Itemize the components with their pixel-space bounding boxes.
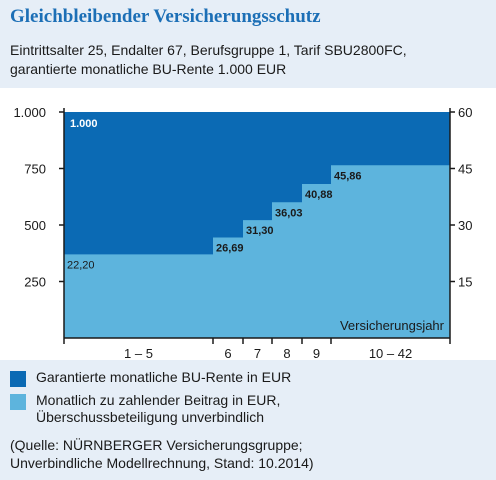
source-note-line-1: (Quelle: NÜRNBERGER Versicherungsgruppe; [10, 437, 303, 453]
legend-item-beitrag: Monatlich zu zahlender Beitrag in EUR, Ü… [10, 392, 280, 426]
x-axis-tick-label: 10 – 42 [369, 346, 412, 360]
legend-swatch-light-blue [10, 394, 26, 410]
left-axis-tick-label: 750 [24, 162, 46, 177]
beitrag-value-label: 22,20 [67, 259, 95, 271]
legend-label-beitrag-line-2: Überschussbeteiligung unverbindlich [36, 409, 265, 425]
x-axis-tick-label: 7 [254, 346, 261, 360]
source-note-line-2: Unverbindliche Modellrechnung, Stand: 10… [10, 455, 314, 471]
chart-subtitle-line-2: garantierte monatliche BU-Rente 1.000 EU… [10, 61, 287, 77]
right-axis-tick-label: 60 [458, 105, 472, 120]
rente-value-label: 1.000 [70, 118, 98, 130]
chart-area: 1.000 22,20 26,69 31,30 36,03 40,88 45,86 250 50… [0, 88, 496, 360]
beitrag-value-label: 40,88 [305, 189, 333, 201]
x-axis-tick-label: 8 [283, 346, 290, 360]
beitrag-value-label: 36,03 [275, 207, 303, 219]
chart-title: Gleichbleibender Versicherungsschutz [10, 6, 321, 27]
beitrag-value-label: 26,69 [216, 242, 244, 254]
right-axis-tick-label: 15 [458, 275, 472, 290]
x-axis-title: Versicherungsjahr [340, 318, 445, 333]
chart-subtitle-line-1: Eintrittsalter 25, Endalter 67, Berufsgr… [10, 42, 407, 58]
beitrag-value-label: 31,30 [246, 225, 274, 237]
left-axis-tick-label: 500 [24, 218, 46, 233]
left-axis-tick-label: 250 [24, 275, 46, 290]
legend-swatch-dark-blue [10, 371, 26, 387]
left-axis-tick-label: 1.000 [13, 105, 46, 120]
legend-item-rente: Garantierte monatliche BU-Rente in EUR [10, 369, 291, 387]
right-axis-tick-label: 30 [458, 218, 472, 233]
x-axis-tick-label: 6 [224, 346, 231, 360]
legend-label-beitrag-line-1: Monatlich zu zahlender Beitrag in EUR, [36, 392, 281, 408]
right-axis-tick-label: 45 [458, 162, 472, 177]
beitrag-value-label: 45,86 [334, 170, 362, 182]
x-axis-tick-label: 9 [313, 346, 320, 360]
beitrag-area [64, 165, 450, 338]
x-axis-tick-label: 1 – 5 [124, 346, 153, 360]
legend-label-beitrag: Monatlich zu zahlender Beitrag in EUR, Ü… [36, 392, 280, 426]
legend-label-rente: Garantierte monatliche BU-Rente in EUR [36, 369, 292, 385]
